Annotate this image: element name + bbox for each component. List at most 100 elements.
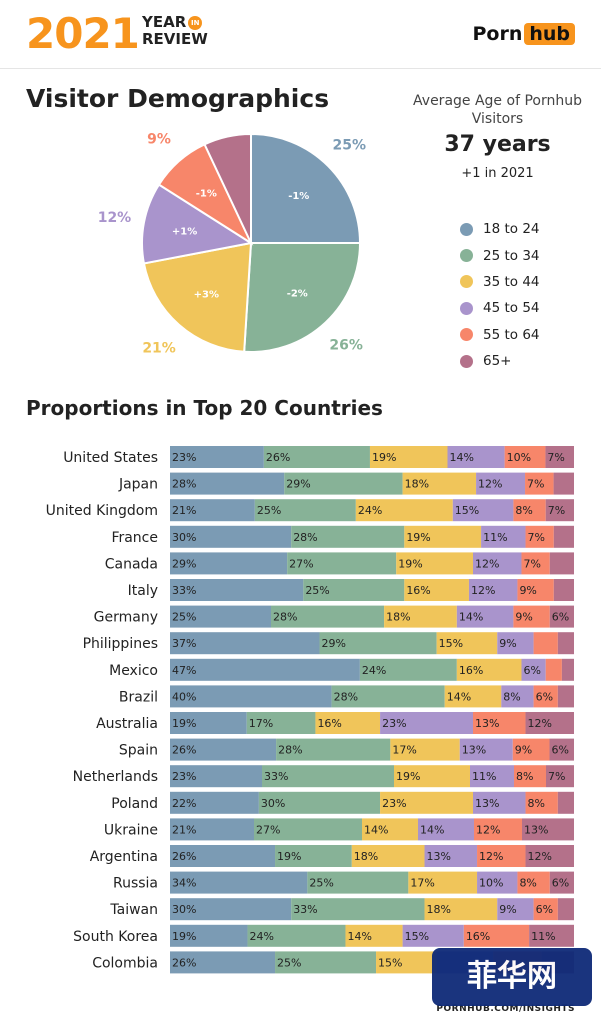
country-label: United Kingdom — [46, 503, 158, 519]
legend-label: 45 to 54 — [483, 300, 540, 317]
bar-segment-label: 47% — [172, 664, 196, 677]
legend-label: 55 to 64 — [483, 326, 540, 343]
country-label: Poland — [111, 796, 158, 812]
legend-label: 65+ — [483, 353, 512, 370]
legend-swatch — [460, 301, 473, 315]
site-logo[interactable]: Porn hub — [472, 20, 575, 48]
bar-segment — [246, 712, 316, 734]
bar-segment-label: 23% — [172, 451, 196, 464]
bar-segment-label: 9% — [515, 611, 532, 624]
bar-segment — [529, 924, 574, 947]
legend-swatch — [460, 354, 473, 368]
pie-slice-18-to-24 — [250, 132, 362, 244]
country-label: Philippines — [83, 636, 158, 652]
bar-segment-label: 17% — [392, 744, 416, 757]
bar-segment — [351, 845, 425, 867]
countries-title: Proportions in Top 20 Countries — [26, 396, 383, 420]
pie-slice-65- — [203, 132, 252, 244]
bar-segment — [170, 658, 360, 681]
bar-segment-label: 6% — [552, 877, 569, 890]
header-divider — [0, 68, 601, 69]
demographics-title: Visitor Demographics — [26, 84, 330, 113]
age-pie-chart: -1%25%-2%26%+3%21%+1%12%-1%9%7% — [98, 132, 367, 357]
bar-segment — [404, 525, 482, 548]
bar-segment — [345, 924, 403, 947]
bar-segment-label: 26% — [172, 956, 196, 969]
bar-segment — [557, 791, 574, 814]
legend-label: 35 to 44 — [483, 273, 540, 290]
bar-segment — [402, 924, 464, 947]
bar-segment-label: 6% — [552, 744, 569, 757]
bar-segment — [497, 898, 534, 921]
legend-item: 55 to 64 — [460, 322, 540, 348]
bar-segment-label: 13% — [475, 797, 499, 810]
bar-segment — [513, 499, 546, 522]
bar-segment — [501, 685, 534, 708]
bar-segment — [525, 712, 574, 734]
bar-segment-label: 7% — [523, 557, 540, 570]
bar-segment — [456, 658, 522, 681]
pie-slice-change-label: -1% — [196, 188, 217, 199]
in-badge: IN — [188, 15, 203, 30]
bar-segment — [517, 871, 550, 894]
bar-segment — [549, 738, 574, 761]
bar-segment — [384, 605, 457, 628]
bar-segment — [390, 738, 460, 761]
watermark-logo: 菲华网 — [432, 948, 592, 1006]
bar-segment-label: 29% — [286, 478, 310, 491]
year-logo: 2021 — [26, 9, 140, 58]
bar-segment — [557, 898, 574, 921]
bar-segment — [262, 765, 394, 788]
bar-segment-label: 25% — [257, 504, 281, 517]
bar-segment — [258, 791, 381, 814]
bar-segment — [291, 525, 405, 548]
bar-segment — [525, 791, 558, 814]
bar-segment — [170, 685, 332, 708]
pie-slice-change-label: +3% — [194, 290, 219, 301]
bar-segment — [447, 446, 505, 468]
bar-segment-label: 7% — [548, 504, 565, 517]
bar-segment — [170, 446, 264, 468]
bar-segment-label: 7% — [528, 531, 545, 544]
bar-segment-label: 23% — [382, 717, 406, 730]
bar-segment-label: 25% — [309, 877, 333, 890]
bar-segment — [275, 845, 352, 867]
bar-segment — [504, 446, 546, 468]
bar-segment-label: 9% — [499, 637, 516, 650]
bar-segment — [444, 685, 502, 708]
bar-segment — [546, 765, 574, 788]
bar-segment — [553, 472, 574, 495]
bar-segment-label: 24% — [358, 504, 382, 517]
bar-segment — [557, 685, 574, 708]
bar-segment — [470, 765, 514, 788]
bar-segment-label: 6% — [552, 611, 569, 624]
legend-item: 25 to 34 — [460, 242, 540, 268]
bar-segment-label: 27% — [256, 823, 280, 836]
bar-segment-label: 14% — [459, 611, 483, 624]
pie-legend: 18 to 24 25 to 34 35 to 44 45 to 54 55 to 64… — [460, 216, 540, 374]
bar-segment-label: 17% — [249, 717, 273, 730]
bar-segment — [525, 472, 554, 495]
logo-text-part1: Porn — [472, 23, 523, 45]
bar-segment — [376, 951, 437, 974]
bar-segment — [396, 552, 473, 575]
bar-segment-label: 8% — [519, 877, 536, 890]
bar-segment-label: 19% — [398, 557, 422, 570]
bar-segment-label: 12% — [478, 478, 502, 491]
bar-segment-label: 11% — [531, 930, 555, 943]
bar-segment-label: 13% — [524, 823, 548, 836]
bar-segment — [170, 579, 304, 601]
country-label: Ukraine — [104, 822, 158, 838]
bar-segment-label: 34% — [172, 877, 196, 890]
pie-slice-value-label: 25% — [333, 138, 367, 154]
bar-segment-label: 11% — [472, 770, 496, 783]
bar-segment-label: 16% — [317, 717, 341, 730]
bar-segment-label: 24% — [250, 930, 274, 943]
bar-segment-label: 16% — [459, 664, 483, 677]
bar-segment — [319, 632, 437, 655]
bar-segment-label: 13% — [462, 744, 486, 757]
average-age-label: Average Age of Pornhub Visitors — [413, 93, 582, 127]
bar-segment-label: 19% — [172, 717, 196, 730]
bar-segment-label: 29% — [172, 557, 196, 570]
bar-segment — [436, 632, 498, 655]
